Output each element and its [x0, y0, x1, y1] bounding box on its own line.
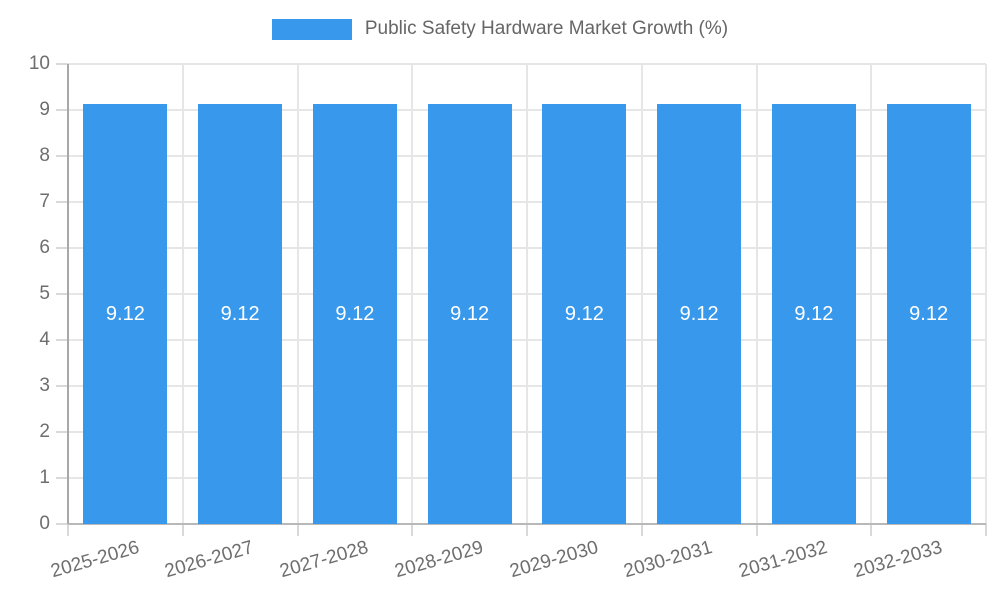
x-tick-mark — [870, 524, 873, 536]
v-gridline — [411, 64, 414, 524]
y-tick-mark — [56, 293, 68, 295]
bar — [312, 104, 397, 524]
y-tick-mark — [56, 477, 68, 479]
x-axis-line — [68, 523, 986, 525]
y-tick-label: 3 — [39, 375, 50, 396]
v-gridline — [640, 64, 643, 524]
y-tick-label: 10 — [28, 53, 50, 74]
bar-value-label: 9.12 — [220, 303, 260, 326]
v-gridline — [755, 64, 758, 524]
x-tick-label: 2027-2028 — [277, 537, 371, 583]
legend-item[interactable]: Public Safety Hardware Market Growth (%) — [0, 18, 1000, 40]
bar-value-label: 9.12 — [450, 303, 490, 326]
x-tick-mark — [67, 524, 69, 536]
bar-value-label: 9.12 — [794, 303, 834, 326]
x-tick-mark — [640, 524, 643, 536]
y-tick-label: 5 — [39, 283, 50, 304]
y-tick-mark — [56, 201, 68, 203]
x-tick-mark — [296, 524, 299, 536]
y-tick-mark — [56, 63, 68, 65]
y-tick-mark — [56, 431, 68, 433]
y-tick-label: 7 — [39, 191, 50, 212]
x-tick-label: 2028-2029 — [392, 537, 486, 583]
bar — [657, 104, 742, 524]
bar — [83, 104, 168, 524]
y-tick-label: 6 — [39, 237, 50, 258]
bar-value-label: 9.12 — [679, 303, 719, 326]
x-tick-label: 2029-2030 — [507, 537, 601, 583]
y-tick-mark — [56, 109, 68, 111]
bar — [198, 104, 283, 524]
bar — [771, 104, 856, 524]
y-tick-mark — [56, 155, 68, 157]
bar — [542, 104, 627, 524]
x-tick-label: 2026-2027 — [162, 537, 256, 583]
v-gridline — [526, 64, 528, 524]
x-tick-mark — [985, 524, 987, 536]
bar — [427, 104, 512, 524]
y-tick-mark — [56, 523, 68, 525]
x-tick-label: 2030-2031 — [621, 537, 715, 583]
bar-value-label: 9.12 — [105, 303, 145, 326]
x-tick-mark — [526, 524, 528, 536]
v-gridline — [296, 64, 299, 524]
bar-value-label: 9.12 — [564, 303, 604, 326]
y-tick-mark — [56, 339, 68, 341]
chart-title: Public Safety Hardware Market Growth (%) — [364, 18, 729, 39]
y-tick-label: 0 — [39, 513, 50, 534]
x-tick-mark — [755, 524, 758, 536]
x-tick-mark — [181, 524, 184, 536]
x-tick-label: 2025-2026 — [48, 537, 142, 583]
legend-swatch-icon — [271, 18, 352, 40]
y-tick-label: 1 — [39, 467, 50, 488]
v-gridline — [181, 64, 184, 524]
x-tick-label: 2031-2032 — [736, 537, 830, 583]
y-axis-line — [67, 64, 69, 524]
y-tick-label: 2 — [39, 421, 50, 442]
x-tick-label: 2032-2033 — [851, 537, 945, 583]
y-tick-label: 9 — [39, 99, 50, 120]
y-tick-mark — [56, 247, 68, 249]
bar-value-label: 9.12 — [335, 303, 375, 326]
y-tick-label: 4 — [39, 329, 50, 350]
v-gridline — [870, 64, 873, 524]
bar-value-label: 9.12 — [909, 303, 949, 326]
bar — [886, 104, 971, 524]
y-tick-label: 8 — [39, 145, 50, 166]
x-tick-mark — [411, 524, 414, 536]
v-gridline — [985, 64, 987, 524]
y-tick-mark — [56, 385, 68, 387]
